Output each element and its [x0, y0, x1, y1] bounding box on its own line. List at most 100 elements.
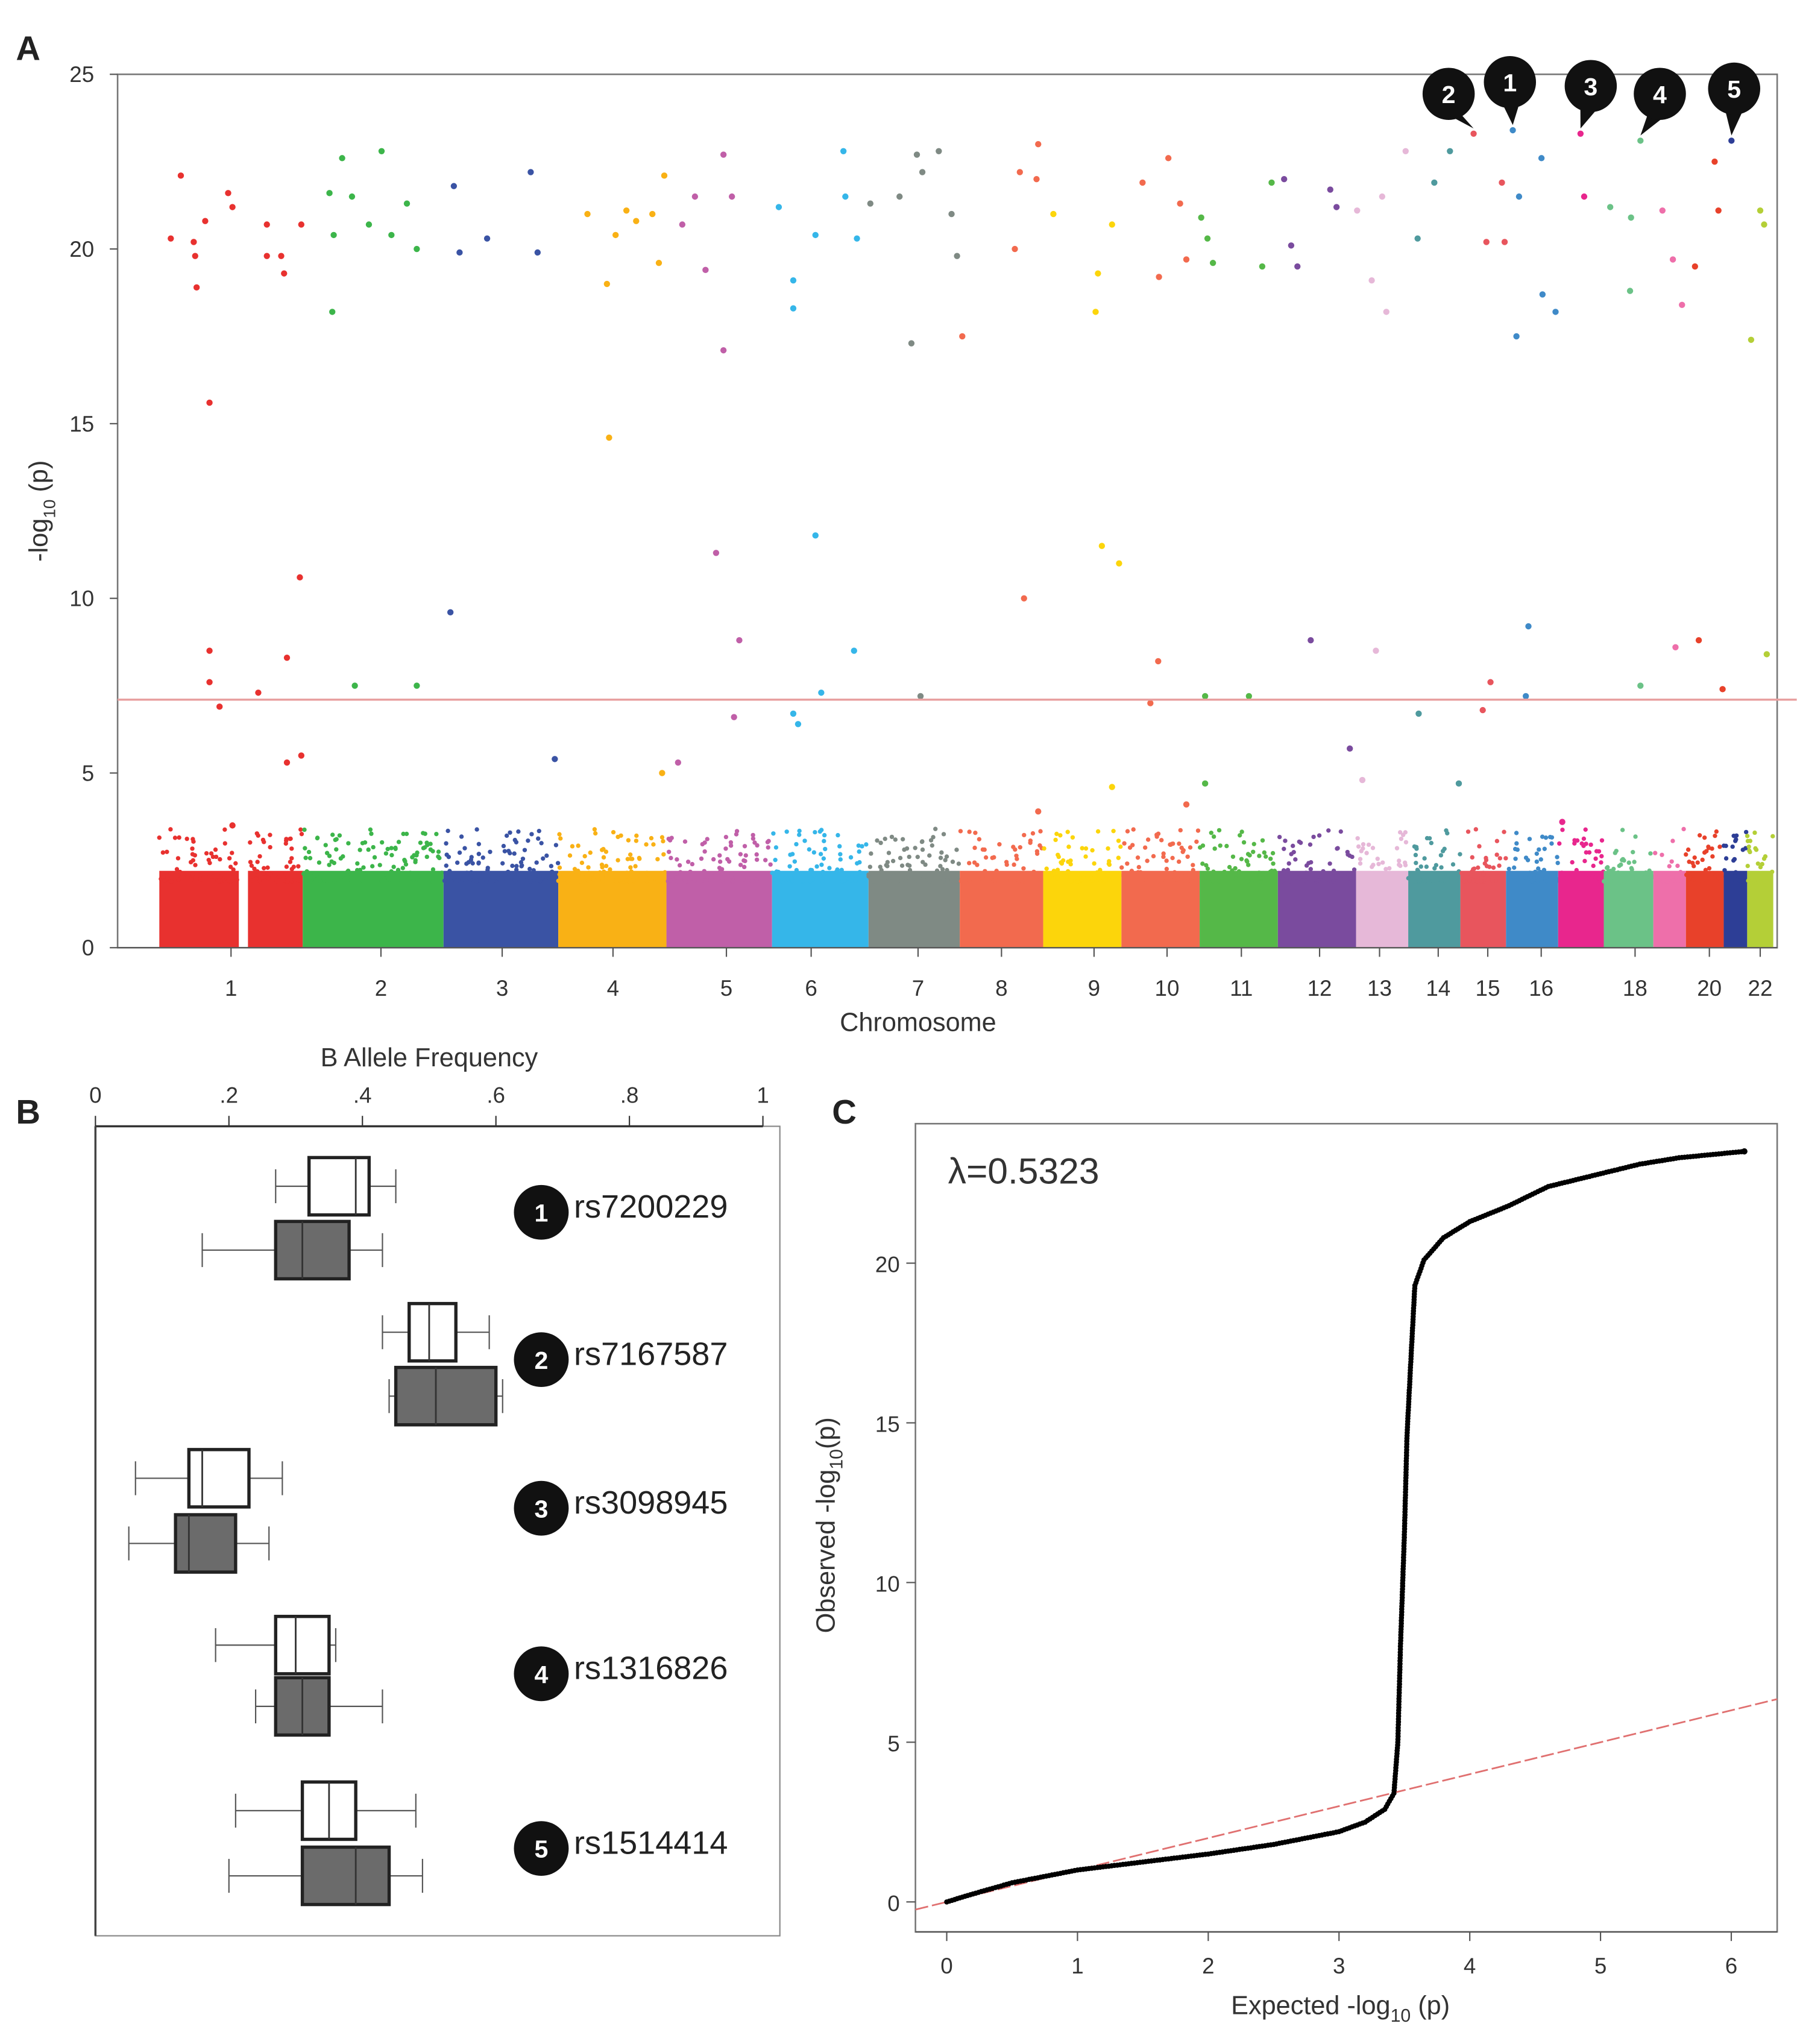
background-snp-point — [289, 846, 294, 851]
background-snp-point — [411, 877, 416, 882]
background-snp-point — [743, 853, 748, 858]
snp-point — [1201, 693, 1209, 700]
box — [174, 1513, 238, 1574]
background-snp-point — [1125, 861, 1130, 866]
snp-point — [534, 249, 541, 256]
background-snp-point — [1308, 867, 1313, 872]
background-snp-point — [1358, 861, 1363, 866]
background-snp-point — [743, 858, 747, 864]
background-snp-point — [1424, 864, 1429, 869]
background-snp-point — [348, 877, 354, 882]
snp-point — [659, 770, 666, 776]
background-snp-point — [324, 879, 329, 884]
background-snp-point — [389, 853, 394, 858]
snp-point — [527, 169, 534, 175]
background-snp-point — [277, 874, 282, 879]
background-snp-point — [1317, 833, 1322, 838]
background-snp-point — [842, 878, 848, 884]
background-snp-point — [1270, 851, 1276, 856]
snp-point — [1245, 693, 1253, 700]
background-snp-point — [1313, 877, 1318, 882]
background-snp-point — [913, 846, 917, 851]
background-snp-point — [789, 876, 794, 881]
snp-point — [736, 637, 743, 644]
background-snp-point — [424, 840, 429, 845]
background-snp-point — [307, 879, 312, 884]
callout-badge — [1564, 60, 1617, 112]
background-snp-point — [821, 856, 826, 861]
snp-point — [1525, 623, 1532, 630]
background-snp-point — [314, 879, 319, 884]
panel-label-c: C — [832, 1093, 857, 1131]
background-snp-point — [579, 860, 585, 866]
background-snp-point — [1047, 875, 1052, 880]
background-snp-point — [1293, 857, 1298, 862]
y-tick-label: 5 — [82, 761, 94, 785]
snp-callouts: 2 1 3 4 5 — [1422, 55, 1760, 136]
snp-point — [917, 693, 924, 700]
snp-point — [1012, 245, 1018, 253]
snp-point — [954, 253, 960, 259]
background-snp-point — [625, 857, 630, 861]
background-snp-point — [1097, 876, 1102, 881]
background-snp-point — [1145, 837, 1151, 842]
snp-point — [1509, 127, 1516, 134]
background-snp-point — [1502, 829, 1506, 834]
background-snp-point — [1529, 879, 1534, 884]
snp-point — [1294, 263, 1301, 270]
background-snp-point — [459, 834, 464, 839]
snp-point — [229, 822, 236, 829]
qq-y-title-suffix: (p) — [812, 1417, 841, 1449]
background-snp-point — [1494, 838, 1500, 844]
b-tick-label: .4 — [353, 1083, 372, 1108]
panel-label-b: B — [16, 1093, 40, 1131]
background-snp-point — [222, 827, 227, 832]
chromosome-band-15 — [1459, 827, 1508, 948]
background-snp-point — [1244, 858, 1249, 863]
background-snp-point — [768, 862, 773, 867]
background-snp-point — [1732, 857, 1737, 862]
background-snp-point — [1653, 872, 1658, 876]
background-snp-point — [1183, 873, 1188, 878]
background-snp-point — [1426, 877, 1431, 882]
background-snp-point — [172, 835, 178, 840]
background-snp-point — [1733, 870, 1739, 875]
background-snp-point — [790, 852, 795, 857]
background-snp-point — [1289, 852, 1294, 857]
background-snp-point — [576, 843, 581, 848]
background-snp-point — [366, 847, 371, 852]
chromosome-band-7 — [866, 826, 961, 948]
background-snp-point — [403, 859, 408, 864]
background-snp-point — [1138, 870, 1143, 875]
background-snp-point — [675, 857, 679, 862]
snp-point — [790, 305, 797, 312]
background-snp-point — [967, 861, 972, 866]
background-snp-point — [574, 873, 579, 878]
background-snp-point — [1397, 858, 1402, 863]
chromosome-band-22 — [1745, 830, 1775, 948]
background-snp-point — [508, 830, 512, 835]
background-snp-point — [1597, 876, 1602, 881]
background-snp-point — [1632, 860, 1637, 864]
background-snp-point — [541, 856, 546, 861]
background-snp-point — [625, 870, 629, 875]
chromosome-band-20 — [1684, 829, 1724, 948]
snp-point — [1728, 137, 1735, 144]
background-snp-point — [1587, 850, 1592, 855]
boxplots: 1 rs7200229 2 rs7167587 3 rs3098945 4 rs1316826… — [128, 1156, 728, 1907]
background-snp-point — [1191, 867, 1195, 873]
background-snp-point — [248, 840, 253, 845]
background-snp-point — [938, 855, 943, 860]
chromosome-band-fill — [1506, 870, 1558, 948]
background-snp-point — [661, 838, 666, 844]
chromosome-band-fill — [960, 870, 1043, 948]
background-snp-point — [216, 879, 222, 884]
snp-point — [1092, 309, 1099, 315]
chromosome-band-fill — [248, 870, 303, 948]
background-snp-point — [192, 853, 198, 858]
background-snp-point — [794, 841, 799, 847]
background-snp-point — [608, 867, 612, 872]
background-snp-point — [1571, 878, 1576, 883]
snp-point — [1447, 148, 1453, 154]
